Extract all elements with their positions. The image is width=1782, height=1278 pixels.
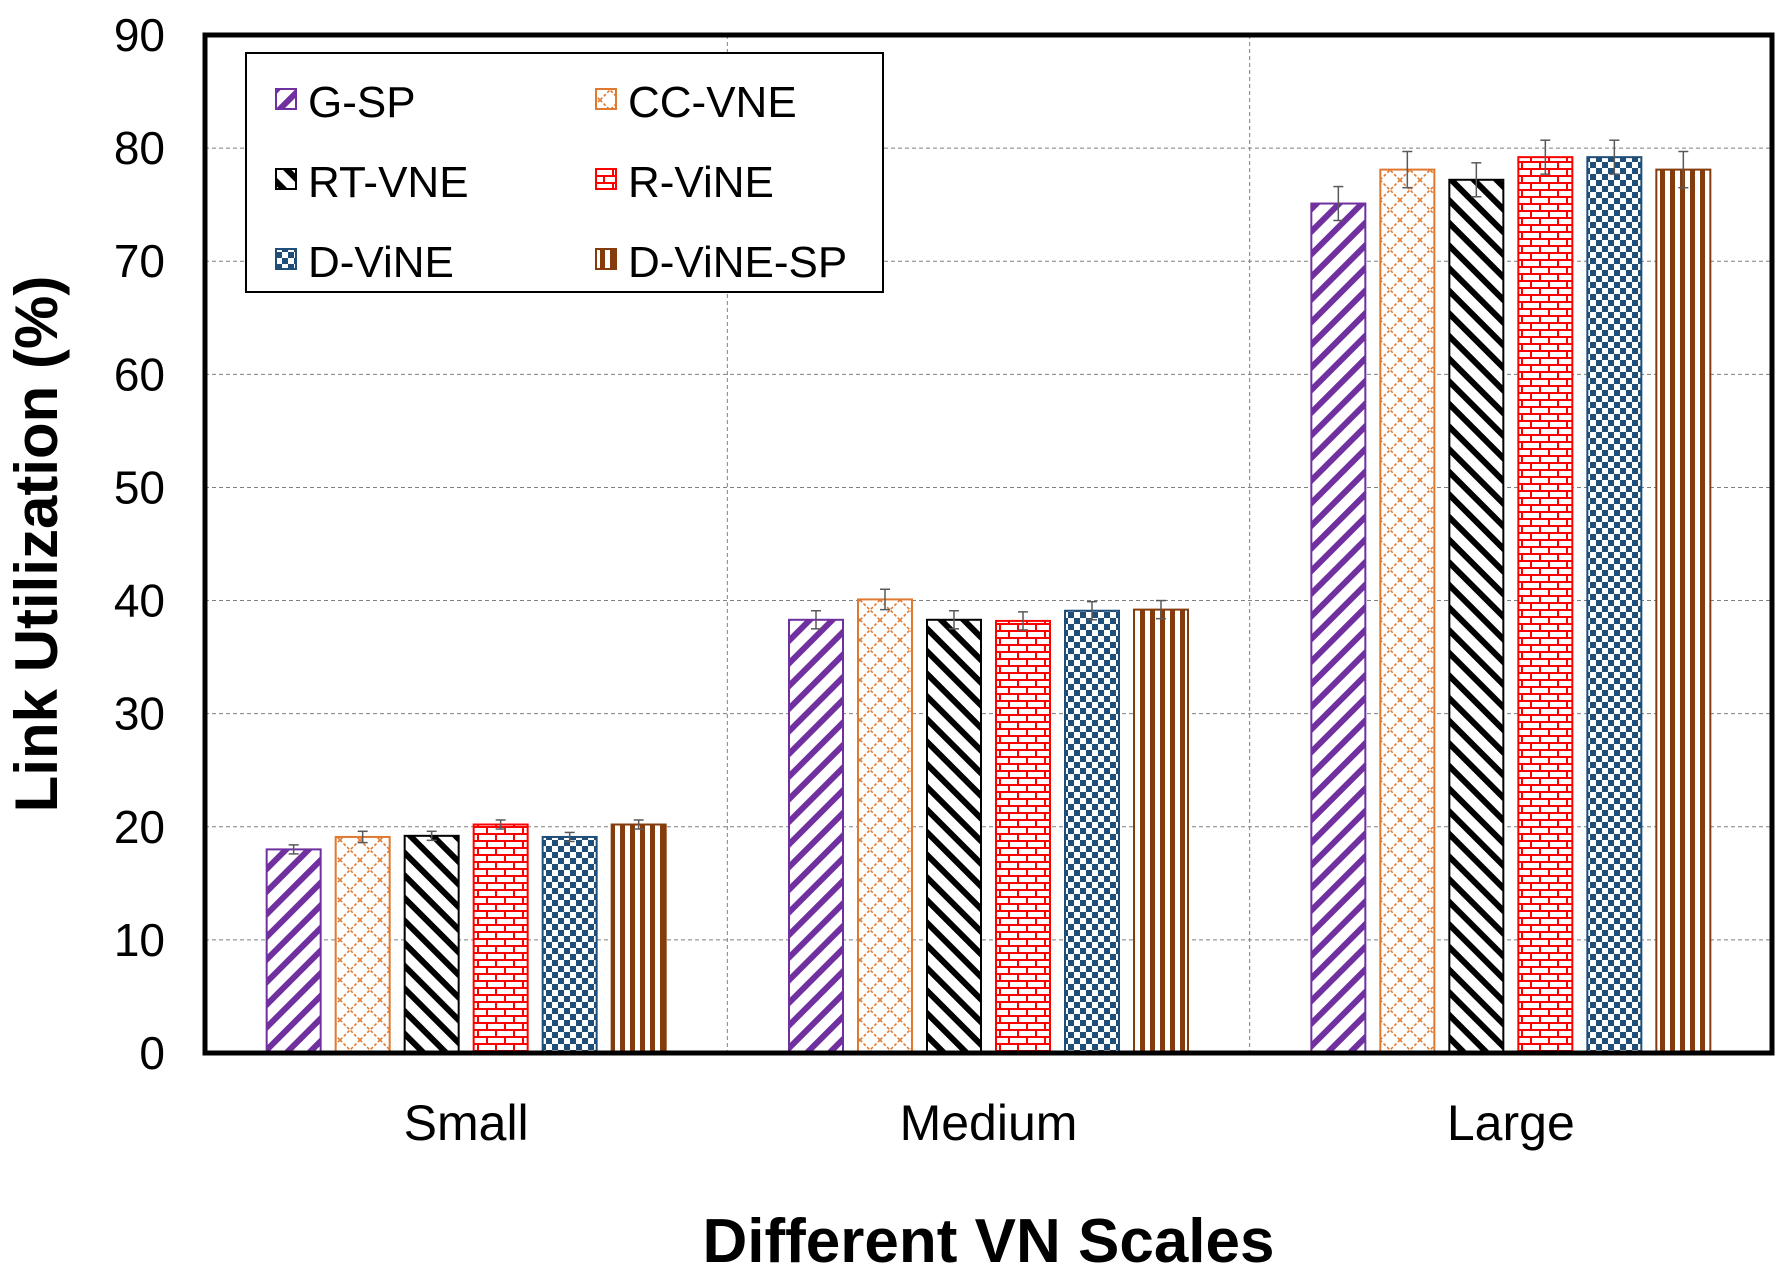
error-bar	[1471, 162, 1482, 198]
bar-d-vine-sp-small	[610, 823, 667, 1055]
bar-cc-vne-small	[334, 835, 391, 1054]
legend-item: D-ViNE	[275, 238, 454, 287]
error-bar	[1609, 139, 1620, 175]
x-tick-label: Large	[1447, 1095, 1575, 1151]
x-axis-label: Different VN Scales	[703, 1207, 1275, 1273]
bar-cc-vne-medium	[857, 598, 913, 1054]
error-bar	[1087, 600, 1097, 621]
bar-d-vine-large	[1586, 156, 1643, 1055]
error-bar	[1678, 150, 1689, 189]
y-tick-label: 80	[114, 122, 165, 174]
x-tick-label: Small	[404, 1095, 529, 1151]
legend-swatch	[275, 88, 297, 110]
bar-g-sp-small	[265, 848, 322, 1055]
error-bar	[564, 831, 575, 843]
bar-cc-vne-large	[1379, 168, 1436, 1054]
legend-item: CC-VNE	[595, 78, 797, 127]
legend-swatch	[595, 88, 617, 110]
error-bar	[288, 844, 299, 855]
y-tick-label: 10	[114, 914, 165, 966]
legend-label: R-ViNE	[628, 158, 774, 207]
legend-item: G-SP	[275, 78, 416, 127]
legend-item: RT-VNE	[275, 158, 469, 207]
bar-d-vine-small	[541, 835, 598, 1054]
legend-swatch	[275, 168, 297, 190]
legend-swatch	[275, 248, 297, 270]
bar-r-vine-small	[472, 823, 529, 1055]
y-tick-label: 60	[114, 348, 165, 400]
y-tick-label: 90	[114, 9, 165, 61]
legend: G-SP CC-VNE RT-VNE R-ViNE D-ViNE D-ViNE-SP	[245, 52, 884, 293]
bar-rt-vne-large	[1448, 178, 1505, 1054]
y-tick-label: 0	[139, 1027, 165, 1079]
legend-label: D-ViNE	[308, 238, 454, 287]
error-bar	[811, 609, 821, 630]
y-tick-label: 20	[114, 801, 165, 853]
error-bar	[1402, 150, 1413, 189]
bar-r-vine-medium	[995, 619, 1051, 1054]
legend-label: D-ViNE-SP	[628, 238, 847, 287]
legend-item: D-ViNE-SP	[595, 238, 847, 287]
error-bar	[1540, 139, 1551, 175]
bar-rt-vne-small	[403, 834, 460, 1054]
y-tick-label: 50	[114, 461, 165, 513]
bar-g-sp-medium	[788, 618, 844, 1054]
y-axis-label: Link Utilization (%)	[3, 276, 70, 813]
bar-d-vine-sp-large	[1655, 168, 1712, 1054]
y-tick-labels: 0 10 20 30 40 50 60 70 80 90	[114, 9, 165, 1079]
legend-label: RT-VNE	[308, 158, 469, 207]
bars	[265, 139, 1712, 1055]
legend-label: G-SP	[308, 78, 416, 127]
error-bar	[633, 819, 644, 830]
error-bar	[426, 830, 437, 842]
bar-g-sp-large	[1310, 202, 1367, 1054]
plot-border	[202, 32, 1775, 1056]
error-bar	[1156, 599, 1166, 620]
y-tick-label: 40	[114, 575, 165, 627]
error-bar	[1018, 611, 1028, 631]
x-tick-labels: Small Medium Large	[404, 1095, 1575, 1151]
legend-swatch	[595, 168, 617, 190]
y-tick-label: 70	[114, 235, 165, 287]
error-bar	[357, 830, 368, 844]
legend-swatch	[595, 248, 617, 270]
error-bar	[495, 819, 506, 830]
error-bar	[1333, 185, 1344, 222]
legend-label: CC-VNE	[628, 78, 797, 127]
y-tick-label: 30	[114, 688, 165, 740]
error-bar	[880, 588, 890, 611]
bar-d-vine-medium	[1064, 609, 1120, 1054]
bar-d-vine-sp-medium	[1133, 608, 1189, 1054]
bar-rt-vne-medium	[926, 618, 982, 1054]
legend-box	[245, 52, 884, 293]
legend-item: R-ViNE	[595, 158, 774, 207]
error-bar	[949, 609, 959, 630]
bar-r-vine-large	[1517, 156, 1574, 1055]
x-tick-label: Medium	[900, 1095, 1078, 1151]
